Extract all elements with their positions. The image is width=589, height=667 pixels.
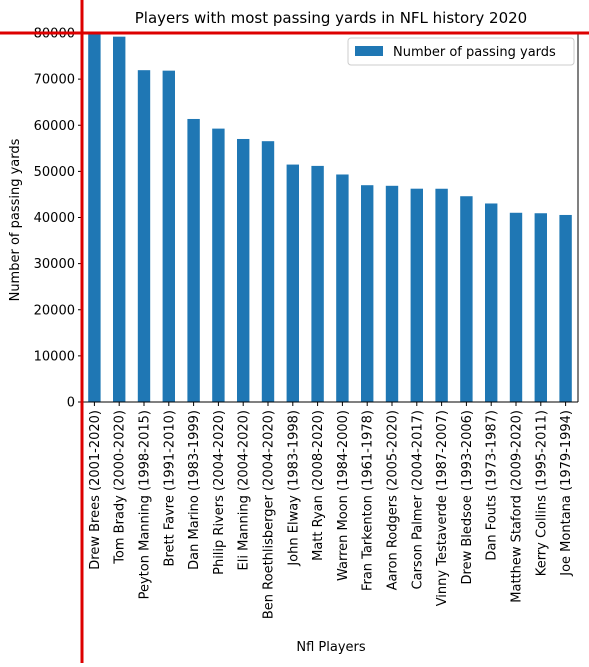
bar bbox=[386, 186, 398, 402]
y-tick-label: 60000 bbox=[34, 119, 75, 134]
y-tick-label: 10000 bbox=[34, 349, 75, 364]
bar bbox=[212, 129, 224, 402]
x-tick-label: Vinny Testaverde (1987-2007) bbox=[435, 410, 450, 606]
y-tick-label: 0 bbox=[67, 396, 75, 411]
x-tick-label: Eli Manning (2004-2020) bbox=[237, 410, 252, 570]
y-axis-label: Number of passing yards bbox=[8, 138, 23, 301]
x-tick-label: Fran Tarkenton (1961-1978) bbox=[361, 410, 376, 591]
x-tick-label: Dan Marino (1983-1999) bbox=[187, 410, 202, 570]
x-tick-label: Drew Bledsoe (1993-2006) bbox=[460, 410, 475, 584]
x-tick-label: Warren Moon (1984-2000) bbox=[336, 410, 351, 581]
bar bbox=[88, 31, 100, 402]
legend-label: Number of passing yards bbox=[393, 45, 556, 60]
y-tick-label: 30000 bbox=[34, 257, 75, 272]
bar bbox=[187, 119, 199, 402]
y-tick-label: 50000 bbox=[34, 165, 75, 180]
x-tick-label: Carson Palmer (2004-2017) bbox=[410, 410, 425, 589]
bar bbox=[311, 166, 323, 402]
bar bbox=[113, 37, 125, 402]
x-tick-label: Kerry Collins (1995-2011) bbox=[534, 410, 549, 576]
x-tick-label: Philip Rivers (2004-2020) bbox=[212, 410, 227, 575]
bar bbox=[262, 141, 274, 402]
bar bbox=[411, 189, 423, 402]
x-tick-label: Peyton Manning (1998-2015) bbox=[138, 410, 153, 599]
x-tick-label: John Elway (1983-1998) bbox=[286, 410, 301, 567]
x-tick-label: Drew Brees (2001-2020) bbox=[88, 410, 103, 570]
bar bbox=[163, 71, 175, 402]
x-axis-label: Nfl Players bbox=[296, 640, 365, 655]
bar bbox=[336, 174, 348, 402]
bar bbox=[287, 165, 299, 402]
y-tick-label: 20000 bbox=[34, 303, 75, 318]
x-tick-label: Aaron Rodgers (2005-2020) bbox=[386, 410, 401, 590]
x-tick-label: Matthew Staford (2009-2020) bbox=[510, 410, 525, 603]
bar bbox=[460, 196, 472, 402]
x-tick-label: Dan Fouts (1973-1987) bbox=[485, 410, 500, 561]
legend-swatch bbox=[355, 46, 383, 56]
x-tick-label: Brett Favre (1991-2010) bbox=[162, 410, 177, 566]
legend: Number of passing yards bbox=[348, 38, 574, 65]
y-tick-label: 70000 bbox=[34, 73, 75, 88]
bar bbox=[535, 213, 547, 402]
bar bbox=[138, 70, 150, 402]
bar bbox=[510, 213, 522, 402]
bar bbox=[361, 185, 373, 402]
chart-title: Players with most passing yards in NFL h… bbox=[135, 9, 527, 27]
bar bbox=[237, 139, 249, 402]
x-tick-label: Joe Montana (1979-1994) bbox=[559, 410, 574, 577]
bar bbox=[435, 189, 447, 402]
x-tick-label: Tom Brady (2000-2020) bbox=[113, 410, 128, 565]
bar bbox=[485, 203, 497, 402]
y-tick-label: 40000 bbox=[34, 211, 75, 226]
x-tick-label: Matt Ryan (2008-2020) bbox=[311, 410, 326, 561]
x-tick-label: Ben Roethlisberger (2004-2020) bbox=[262, 410, 277, 619]
bar bbox=[559, 215, 571, 402]
